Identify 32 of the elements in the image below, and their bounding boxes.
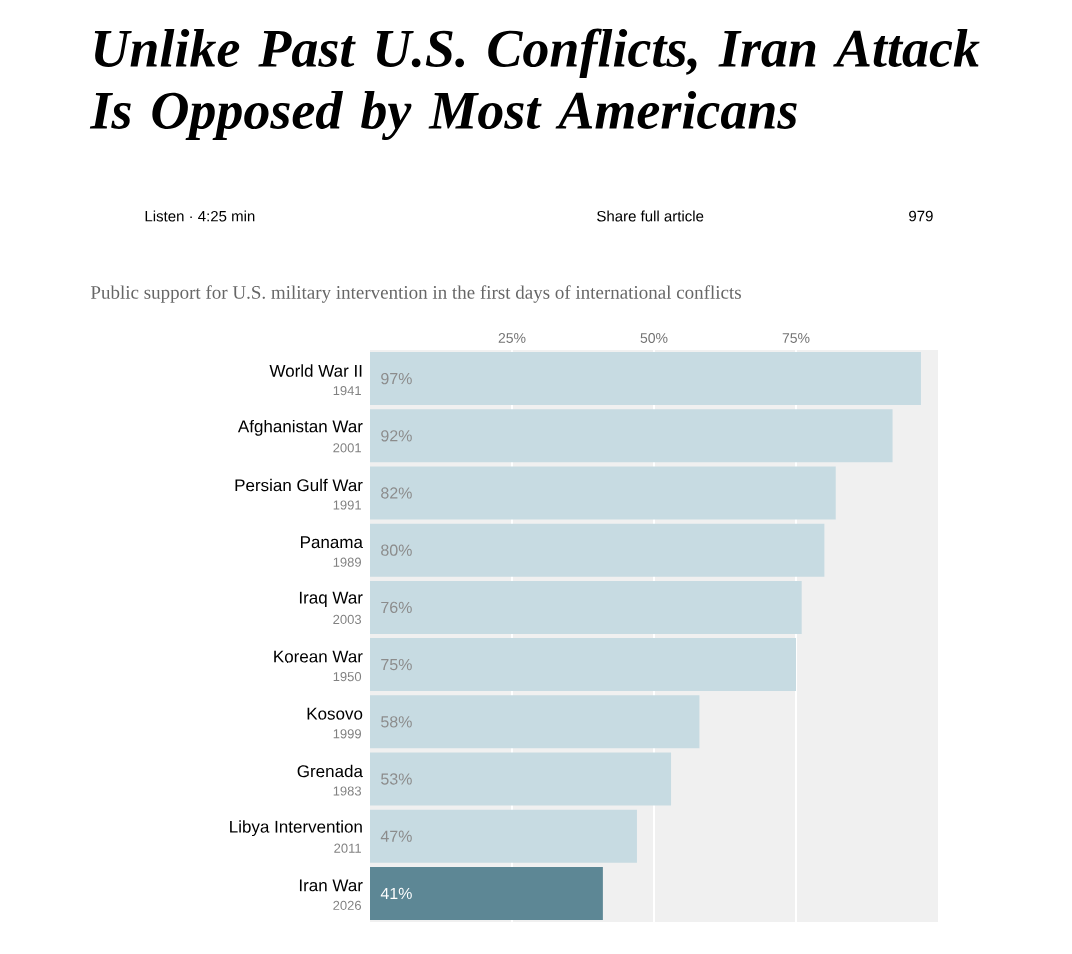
chart-title: Unlike Past U.S. Conflicts, Iran Attack Is Opposed by Most Americans <box>89 28 980 141</box>
data-label: 58% <box>381 716 412 728</box>
y-tick-label: Iraq War <box>299 591 363 607</box>
bar <box>370 695 700 749</box>
bar <box>370 466 836 520</box>
data-label: 82% <box>381 487 412 499</box>
y-tick-label: World War II <box>269 364 362 377</box>
data-label: 53% <box>381 773 412 785</box>
y-tick-label: Korean War <box>274 650 363 663</box>
bar <box>370 809 637 863</box>
bar <box>370 580 802 634</box>
data-label: 47% <box>380 830 412 842</box>
y-tick-label: Panama <box>301 536 363 549</box>
bar <box>370 523 825 577</box>
bar <box>370 352 921 406</box>
bar <box>370 638 796 692</box>
y-tick-label: Afghanistan War <box>237 419 363 436</box>
y-tick-label: Iran War <box>299 879 363 892</box>
data-label: 97% <box>381 372 412 385</box>
y-tick-label: Kosovo <box>307 707 363 720</box>
data-label: 41% <box>380 887 412 899</box>
chart-subtitle: Public support for U.S. military intervention in the first days of international conflicts <box>90 285 741 303</box>
bar <box>370 752 672 806</box>
bar <box>370 409 893 463</box>
y-tick-label: Libya Intervention <box>230 820 362 837</box>
y-tick-label: Persian Gulf War <box>235 478 363 492</box>
data-label: 80% <box>381 544 412 556</box>
data-label: 75% <box>381 658 412 671</box>
data-label: 76% <box>381 601 412 614</box>
bar <box>370 866 603 920</box>
y-tick-label: Grenada <box>297 764 363 778</box>
data-label: 92% <box>381 430 412 442</box>
